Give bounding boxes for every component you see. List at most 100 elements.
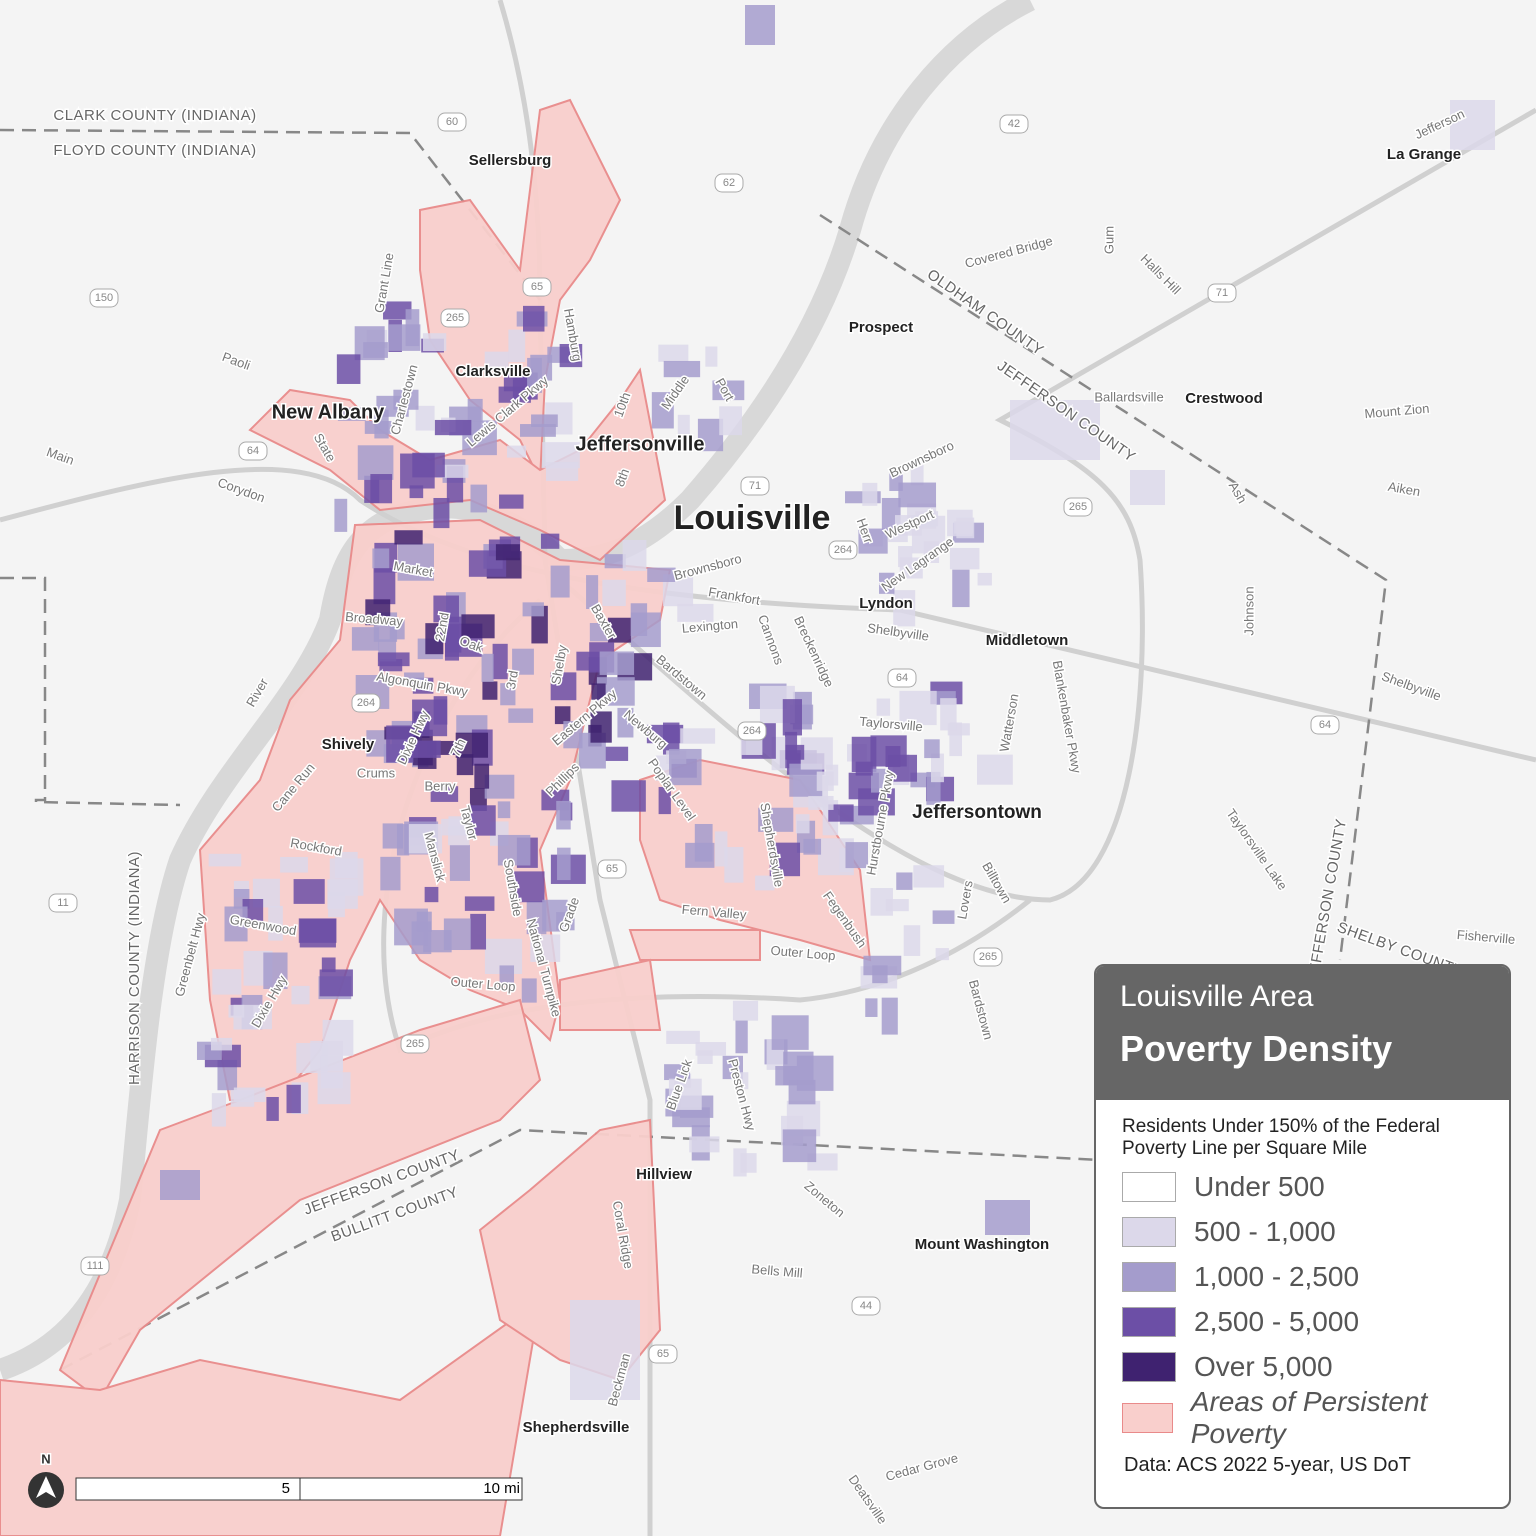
tract (1450, 100, 1495, 150)
road-label: Lovers (954, 879, 976, 921)
place-label: Middletown (986, 632, 1069, 649)
legend-description: Residents Under 150% of the Federal Pove… (1122, 1116, 1440, 1159)
poverty-tracts (160, 5, 1495, 1400)
route-shield (80, 1256, 110, 1276)
route-number: 265 (446, 312, 464, 324)
tract (520, 424, 556, 437)
route-shield (400, 1034, 430, 1054)
route-number: 65 (657, 1348, 669, 1360)
route-shield (1207, 283, 1237, 303)
road-label: Berry (424, 778, 456, 793)
route-number: 11 (57, 897, 68, 909)
tract (732, 1000, 759, 1021)
tract (685, 842, 715, 868)
tract (422, 333, 447, 352)
route-shield (737, 721, 767, 741)
route-number: 265 (979, 951, 997, 963)
tract (977, 572, 992, 586)
legend-item: Areas of Persistent Poverty (1096, 1386, 1509, 1449)
tract (664, 1064, 691, 1081)
tract (531, 414, 558, 428)
tract (433, 696, 448, 725)
tract (266, 1096, 279, 1121)
route-shield (89, 288, 119, 308)
tract (492, 643, 508, 680)
tract (913, 865, 945, 888)
tract (540, 533, 560, 549)
tract (327, 879, 358, 909)
tract (563, 721, 583, 749)
legend-swatch (1122, 1306, 1176, 1337)
road-label: Corydon (216, 475, 267, 506)
tract (589, 623, 609, 642)
tract (334, 498, 348, 532)
tract (508, 708, 534, 723)
tract (509, 871, 545, 903)
tract (380, 856, 401, 891)
route-shield (48, 893, 78, 913)
tract (498, 386, 531, 403)
route-number: 62 (723, 177, 735, 189)
route-number: 264 (834, 544, 852, 556)
tract (800, 737, 833, 770)
tract (228, 1004, 245, 1018)
tract (372, 548, 390, 569)
road-label: Outer Loop (450, 974, 516, 995)
road-label: Fisherville (1456, 927, 1516, 947)
tract (724, 847, 744, 883)
tract (910, 461, 924, 486)
route-shield (714, 173, 744, 193)
place-label: Jeffersontown (912, 802, 1042, 823)
county-label: JEFFERSON COUNTY (1305, 817, 1350, 982)
tract (677, 603, 714, 622)
tract (373, 568, 396, 605)
tract (293, 879, 325, 904)
tract (783, 1051, 814, 1086)
tract (923, 541, 940, 563)
legend-item: Over 5,000 (1096, 1344, 1509, 1389)
tract (212, 969, 242, 995)
road-label: Frankfort (707, 584, 761, 608)
tract (424, 886, 439, 903)
tract (409, 485, 424, 499)
road-label: Broadway (345, 609, 404, 629)
tract (554, 706, 571, 725)
place-label: Clarksville (455, 363, 530, 380)
road-label: Bells Mill (751, 1261, 804, 1280)
tract (470, 913, 487, 950)
road-label: Bardstown (966, 978, 996, 1041)
route-number: 44 (860, 1300, 872, 1312)
tract (268, 905, 283, 941)
legend-item: 2,500 - 5,000 (1096, 1299, 1509, 1344)
road-label: Ballardsville (1094, 389, 1163, 404)
tract (782, 699, 802, 736)
tract (662, 722, 680, 755)
legend-swatch (1122, 1402, 1173, 1433)
tract (570, 1300, 640, 1400)
tract (497, 801, 511, 819)
tract (668, 1078, 702, 1110)
legend-label: 2,500 - 5,000 (1194, 1305, 1360, 1337)
route-number: 150 (95, 292, 113, 304)
legend-label: 1,000 - 2,500 (1194, 1260, 1360, 1292)
place-label: Shively (322, 736, 375, 753)
route-shield (1310, 715, 1340, 735)
tract (622, 540, 647, 571)
tract (522, 602, 544, 617)
legend-label: Over 5,000 (1194, 1350, 1333, 1382)
north-arrow-head (36, 1476, 56, 1498)
tract (286, 1084, 301, 1114)
tract (1010, 400, 1100, 460)
legend-item: 500 - 1,000 (1096, 1209, 1509, 1254)
county-label: CLARK COUNTY (INDIANA) (53, 107, 256, 124)
tract (317, 1072, 351, 1105)
route-shield (437, 112, 467, 132)
road-label: River (243, 675, 271, 709)
route-number: 60 (446, 116, 458, 128)
tract (617, 707, 634, 738)
route-number: 265 (1069, 501, 1087, 513)
tract (425, 623, 444, 655)
tract (669, 748, 702, 786)
road-label: Brownsboro (672, 551, 743, 583)
tract (383, 301, 412, 320)
